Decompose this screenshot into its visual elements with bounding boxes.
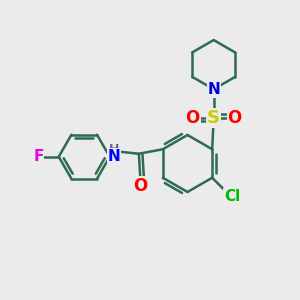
Text: H: H [109,143,119,156]
Text: F: F [33,149,44,164]
Text: N: N [107,149,120,164]
Text: Cl: Cl [224,189,240,204]
Text: O: O [228,109,242,127]
Text: O: O [186,109,200,127]
Text: S: S [207,109,220,127]
Text: N: N [207,82,220,97]
Text: O: O [133,177,147,195]
